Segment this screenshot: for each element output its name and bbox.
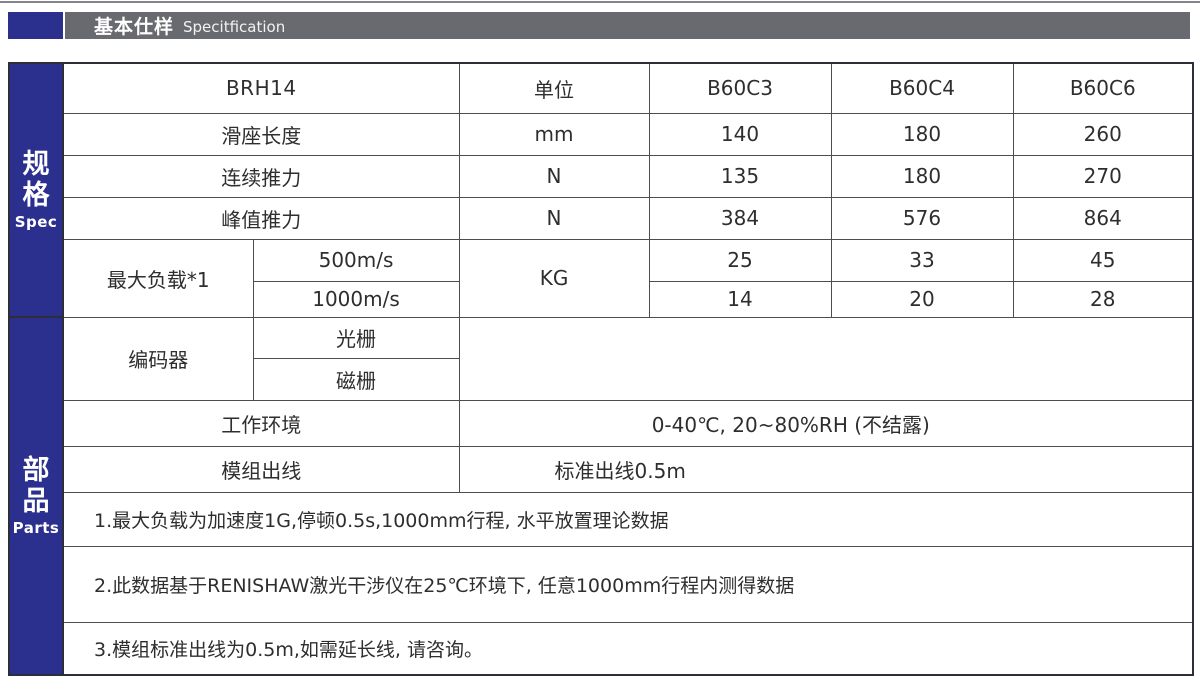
cell-value: 576 [830,196,1014,240]
model-column-header-b60c4: B60C4 [830,62,1014,114]
cell-value: 384 [648,196,832,240]
header-accent-block [8,12,63,39]
table-row-continuous-force: 连续推力 N 135 180 270 [9,154,1194,198]
row-label-cable: 模组出线 [62,445,460,493]
row-unit-kg: KG [458,238,650,318]
unit-column-header: 单位 [458,62,650,114]
spec-band-zh: 规格 [22,148,50,211]
page-top-rule [0,1,1200,3]
table-row-peak-force: 峰值推力 N 384 576 864 [9,196,1194,240]
cell-value: 260 [1012,112,1194,156]
cell-value: 864 [1012,196,1194,240]
spec-table: 规格 Spec BRH14 单位 B60C3 B60C4 B60C6 滑座长度 … [8,62,1195,676]
cell-value: 135 [648,154,832,198]
parts-band-en: Parts [12,519,60,538]
model-column-header-b60c6: B60C6 [1012,62,1194,114]
encoder-option-magnetic: 磁栅 [252,357,460,401]
table-header-row: 规格 Spec BRH14 单位 B60C3 B60C4 B60C6 [8,62,1194,318]
table-row-cable: 模组出线 标准出线0.5m [9,445,1194,493]
model-column-header-b60c3: B60C3 [648,62,832,114]
table-row-slider-length: 滑座长度 mm 140 180 260 [9,112,1194,156]
note-row-1: 1.最大负载为加速度1G,停顿0.5s,1000mm行程, 水平放置理论数据 [9,491,1194,547]
cell-value: 28 [1012,280,1194,318]
cell-value: 180 [830,154,1014,198]
note-1: 1.最大负载为加速度1G,停顿0.5s,1000mm行程, 水平放置理论数据 [62,491,1194,547]
table-row-environment: 工作环境 0-40℃, 20~80%RH (不结露) [9,399,1194,447]
note-3: 3.模组标准出线为0.5m,如需延长线, 请咨询。 [62,621,1194,676]
table-row-max-load-500: 最大负载*1 500m/s KG 25 33 45 [9,238,1194,318]
model-header: BRH14 [62,62,460,114]
sub-row-label-500ms: 500m/s [252,238,460,282]
note-2: 2.此数据基于RENISHAW激光干涉仪在25℃环境下, 任意1000mm行程内… [62,545,1194,623]
section-title-en: Specitfication [183,17,286,36]
section-title-zh: 基本仕样 [94,16,175,38]
cell-value: 20 [830,280,1014,318]
spec-band: 规格 Spec [8,62,64,318]
table-row-encoder-optical: 部品 Parts 编码器 光栅 [8,316,1194,676]
cell-value: 25 [648,238,832,282]
sub-row-label-1000ms: 1000m/s [252,280,460,318]
note-row-2: 2.此数据基于RENISHAW激光干涉仪在25℃环境下, 任意1000mm行程内… [9,545,1194,623]
row-label-peak-force: 峰值推力 [62,196,460,240]
row-unit: N [458,196,650,240]
encoder-value-cell-empty [458,316,1194,401]
parts-band: 部品 Parts [8,316,64,676]
section-header: 基本仕样 Specitfication [8,12,1190,39]
row-label-max-load: 最大负载*1 [62,238,254,318]
parts-band-zh: 部品 [22,454,50,517]
cell-value: 140 [648,112,832,156]
cable-value: 标准出线0.5m [458,445,1194,493]
note-row-3: 3.模组标准出线为0.5m,如需延长线, 请咨询。 [9,621,1194,676]
cell-value: 180 [830,112,1014,156]
row-label-environment: 工作环境 [62,399,460,447]
row-label-continuous-force: 连续推力 [62,154,460,198]
spec-band-en: Spec [14,213,58,232]
spec-band-label: 规格 Spec [11,148,61,232]
encoder-option-optical: 光栅 [252,316,460,359]
row-label-slider-length: 滑座长度 [62,112,460,156]
cell-value: 270 [1012,154,1194,198]
environment-value: 0-40℃, 20~80%RH (不结露) [458,399,1194,447]
row-label-encoder: 编码器 [62,316,254,401]
cell-value: 33 [830,238,1014,282]
parts-band-label: 部品 Parts [11,454,61,538]
row-unit: N [458,154,650,198]
header-title-bar: 基本仕样 Specitfication [65,12,1190,39]
row-unit: mm [458,112,650,156]
cell-value: 14 [648,280,832,318]
cell-value: 45 [1012,238,1194,282]
